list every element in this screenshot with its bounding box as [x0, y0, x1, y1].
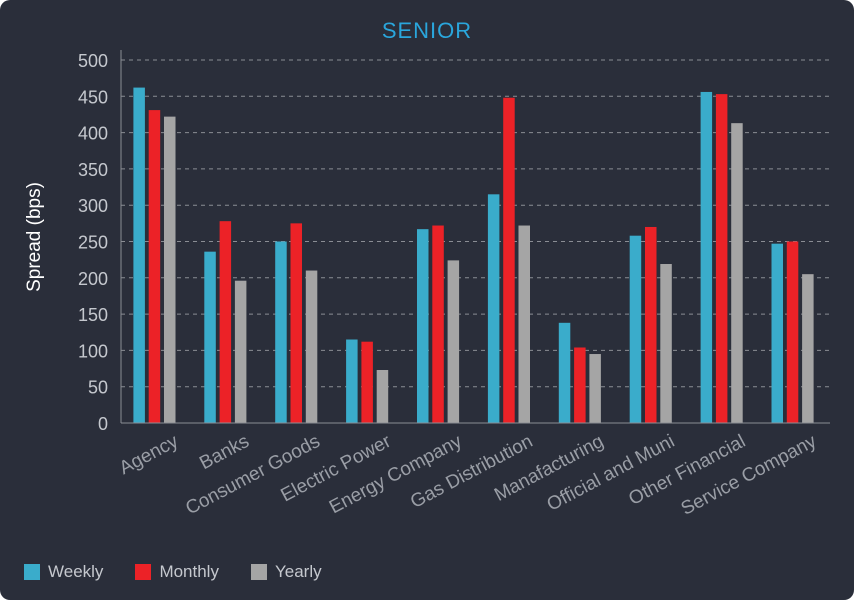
bar-yearly-banks[interactable] [234, 280, 247, 423]
bar-monthly-other-financial[interactable] [715, 94, 728, 423]
legend-swatch-monthly [135, 564, 152, 580]
legend-swatch-yearly [250, 564, 267, 580]
y-tick-label: 300 [78, 196, 108, 216]
legend-item-yearly[interactable]: Yearly [250, 562, 322, 582]
chart-title: SENIOR [382, 18, 472, 43]
y-tick-label: 200 [78, 269, 108, 289]
bar-weekly-agency[interactable] [133, 87, 145, 423]
bar-yearly-other-financial[interactable] [731, 123, 743, 424]
y-tick-label: 500 [78, 51, 108, 71]
bar-monthly-agency[interactable] [148, 110, 161, 424]
bars [133, 87, 814, 424]
bar-monthly-service-company[interactable] [786, 241, 799, 424]
legend-item-weekly[interactable]: Weekly [24, 562, 103, 582]
bar-monthly-gas-distribution[interactable] [503, 97, 515, 423]
bar-yearly-agency[interactable] [164, 116, 176, 424]
bar-weekly-service-company[interactable] [771, 243, 784, 423]
legend-label-monthly: Monthly [159, 562, 219, 581]
bar-monthly-manafacturing[interactable] [574, 347, 586, 423]
legend-label-weekly: Weekly [48, 562, 104, 581]
grid-lines [121, 59, 830, 388]
y-tick-label: 450 [78, 87, 108, 107]
y-tick-label: 100 [78, 341, 108, 361]
bar-monthly-electric-power[interactable] [361, 341, 373, 423]
y-tick-label: 400 [78, 124, 108, 144]
bar-yearly-consumer-goods[interactable] [305, 270, 318, 423]
y-tick-label: 350 [78, 160, 108, 180]
x-category-label: Agency [116, 431, 182, 480]
x-category-label: Gas Distribution [407, 431, 536, 513]
y-tick-label: 0 [98, 414, 108, 434]
y-axis-ticks: 0 50 100 150 200 250 300 350 400 450 500 [78, 51, 108, 434]
bar-monthly-official-and-muni[interactable] [645, 226, 657, 423]
bar-weekly-other-financial[interactable] [700, 91, 713, 423]
bar-monthly-energy-company[interactable] [432, 225, 444, 423]
bar-weekly-consumer-goods[interactable] [275, 241, 287, 424]
y-tick-label: 150 [78, 305, 108, 325]
bar-weekly-gas-distribution[interactable] [487, 194, 500, 423]
bar-yearly-electric-power[interactable] [376, 370, 389, 423]
bar-monthly-banks[interactable] [219, 221, 232, 423]
bar-yearly-manafacturing[interactable] [589, 354, 601, 423]
y-tick-label: 250 [78, 233, 108, 253]
bar-yearly-service-company[interactable] [802, 274, 814, 423]
y-axis-label: Spread (bps) [24, 182, 45, 292]
bar-weekly-manafacturing[interactable] [558, 322, 571, 423]
bar-weekly-energy-company[interactable] [417, 229, 429, 423]
bar-yearly-official-and-muni[interactable] [660, 264, 672, 423]
bar-yearly-gas-distribution[interactable] [518, 225, 531, 423]
bar-yearly-energy-company[interactable] [447, 260, 460, 423]
bar-weekly-official-and-muni[interactable] [629, 235, 642, 423]
axes [120, 50, 830, 424]
y-tick-label: 50 [88, 378, 108, 398]
legend-item-monthly[interactable]: Monthly [135, 562, 219, 582]
bar-weekly-electric-power[interactable] [346, 339, 358, 423]
legend-swatch-weekly [24, 564, 40, 580]
legend-label-yearly: Yearly [274, 562, 322, 581]
legend: Weekly Monthly Yearly [24, 560, 354, 584]
bar-monthly-consumer-goods[interactable] [290, 223, 303, 423]
bar-weekly-banks[interactable] [204, 251, 216, 423]
